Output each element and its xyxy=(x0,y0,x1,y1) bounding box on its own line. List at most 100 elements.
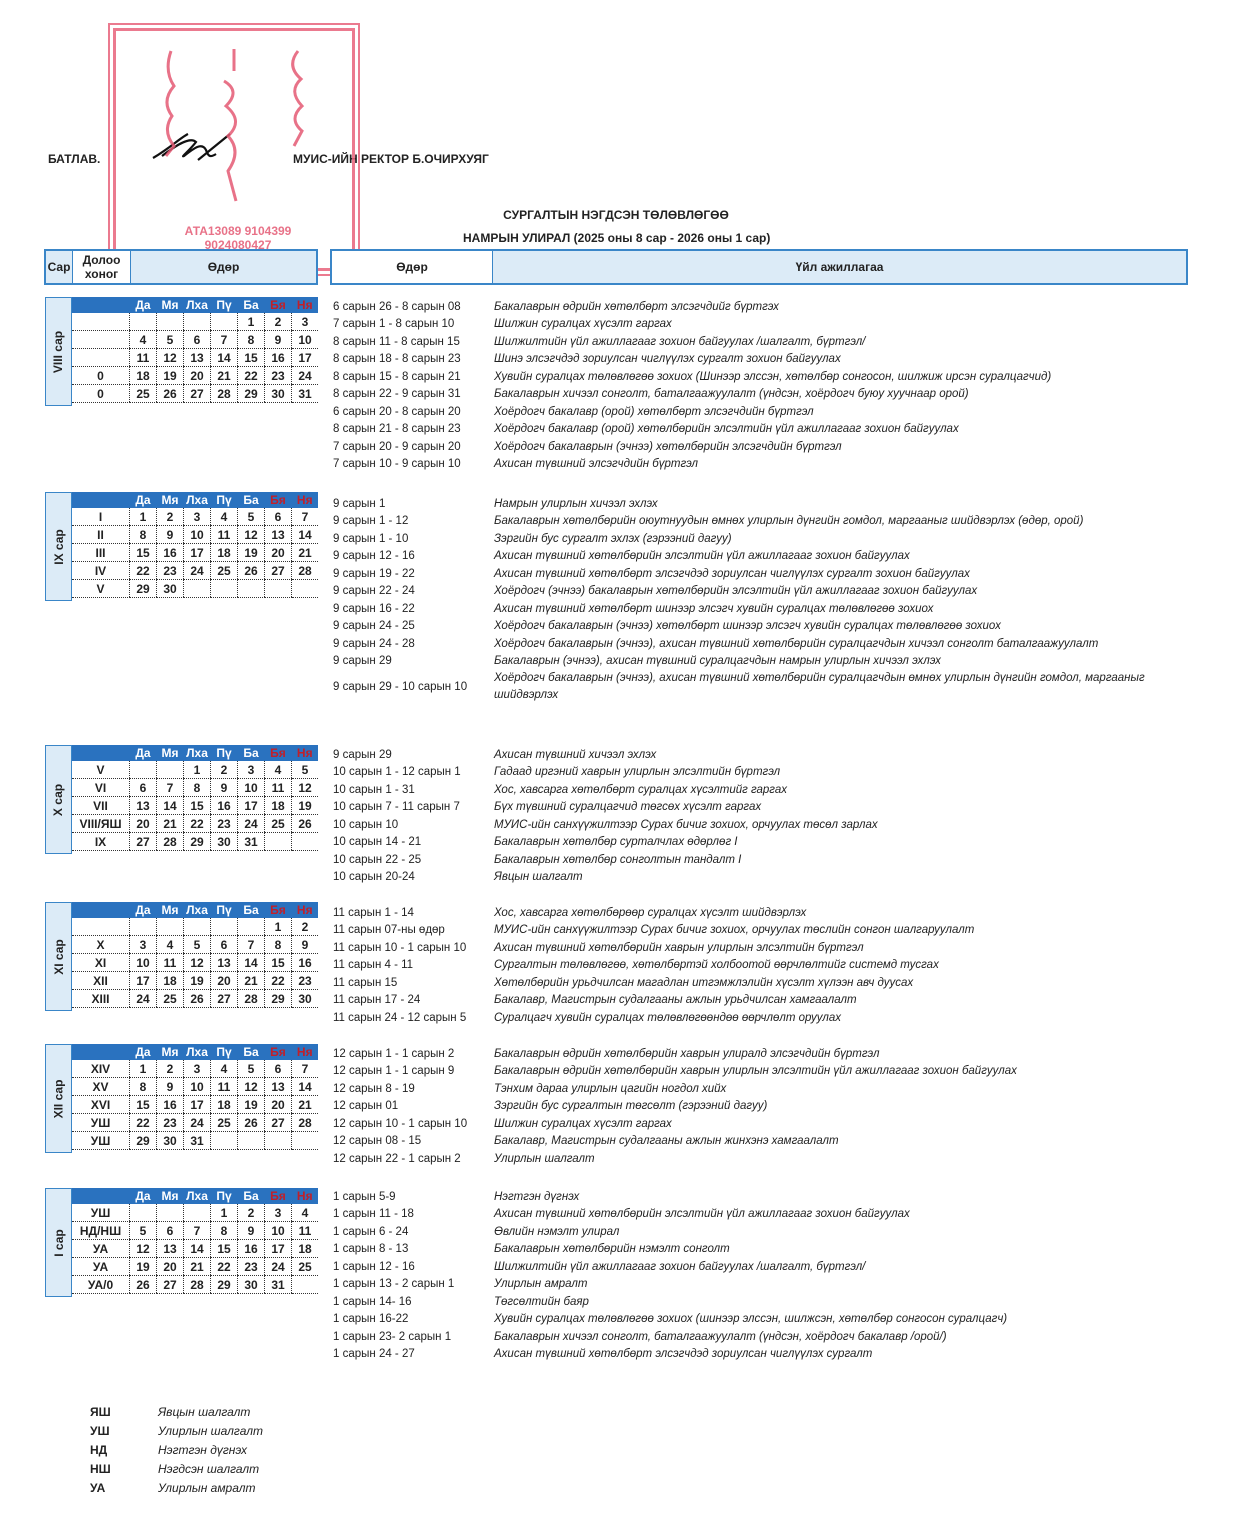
activity-text: МУИС-ийн санхүүжилтээр Сурах бичиг зохио… xyxy=(494,818,878,831)
activity-date: 11 сарын 24 - 12 сарын 5 xyxy=(333,1011,467,1024)
activity-list: 6 сарын 26 - 8 сарын 08 Бакалаврын өдрийн… xyxy=(333,298,1051,473)
day-cell: 28 xyxy=(156,832,184,851)
activity-row: 8 сарын 18 - 8 сарын 23 Шинэ элсэгчдэд зо… xyxy=(333,351,1051,369)
activity-text: Хөтөлбөрийн урьдчилсан магадлан итгэмжлэ… xyxy=(494,976,914,989)
weekday-header-row: Да Мя Лха Пү Ба Бя Ня xyxy=(72,902,318,918)
day-cell: 13 xyxy=(156,1239,184,1258)
activity-date: 11 сарын 17 - 24 xyxy=(333,994,421,1007)
day-cell: 10 xyxy=(264,1221,292,1240)
weekday-header: Да xyxy=(129,1044,157,1060)
activity-date: 8 сарын 21 - 8 сарын 23 xyxy=(333,423,461,436)
calendar-grid: Да Мя Лха Пү Ба Бя Ня XIV 1 2 3 4 5 6 7 XV 8 9 10 11 12 13 14 X… xyxy=(72,1044,318,1150)
day-cell xyxy=(156,1204,184,1222)
activity-row: 12 сарын 8 - 19 Тэнхим дараа улирлын цаги… xyxy=(333,1080,1017,1098)
day-cell: 3 xyxy=(129,935,157,954)
activity-row: 12 сарын 10 - 1 сарын 10 Шилжин суралцах … xyxy=(333,1115,1017,1133)
legend-desc: Нэгдсэн шалгалт xyxy=(158,1461,260,1476)
day-cell: 11 xyxy=(264,778,292,797)
activity-list: 11 сарын 1 - 14 Хос, хавсарга хөтөлбөрөөр… xyxy=(333,904,974,1027)
activity-row: 6 сарын 20 - 8 сарын 20 Хоёрдогч бакалавр… xyxy=(333,403,1051,421)
approval-label: БАТЛАВ. xyxy=(48,152,101,166)
document-title: СУРГАЛТЫН НЭГДСЭН ТӨЛӨВЛӨГӨӨ xyxy=(503,208,729,222)
day-cell: 29 xyxy=(129,1131,157,1150)
activity-text: Бакалаврын өдрийн хөтөлбөрийн хаврын ули… xyxy=(494,1065,1017,1078)
activity-text: Бүх түвшний суралцагчид төгсөх хүсэлт га… xyxy=(494,801,762,814)
legend-abbr: УШ xyxy=(90,1423,110,1438)
day-cell: 11 xyxy=(210,525,238,544)
day-cell: 24 xyxy=(237,814,265,833)
week-row: 0 25 26 27 28 29 30 31 xyxy=(72,384,318,403)
day-cell: 27 xyxy=(129,832,157,851)
weekday-header: Мя xyxy=(156,902,184,918)
activity-row: 9 сарын 1 - 10 Зэргийн бус сургалт эхлэх … xyxy=(333,530,1154,548)
calendar-grid: Да Мя Лха Пү Ба Бя Ня 1 2 X 3 4 5 6 7 8 9 XI 10 11 12 13 14 15 1… xyxy=(72,902,318,1008)
day-cell: 25 xyxy=(210,561,238,580)
activity-text: Ахисан түвшний хөтөлбөрт элсэгчдэд зориу… xyxy=(494,1348,873,1361)
day-cell: 27 xyxy=(264,1113,292,1132)
weekday-header: Да xyxy=(129,297,157,313)
day-cell: 25 xyxy=(129,384,157,403)
day-cell: 23 xyxy=(156,1113,184,1132)
activity-text: Ахисан түвшний хөтөлбөрийн элсэлтийн үйл… xyxy=(494,1208,910,1221)
week-row: V 29 30 xyxy=(72,579,318,598)
activity-text: Нэгтгэн дүгнэх xyxy=(494,1190,580,1203)
day-cell: 8 xyxy=(237,330,265,349)
week-row: XI 10 11 12 13 14 15 16 xyxy=(72,953,318,972)
activity-row: 12 сарын 22 - 1 сарын 2 Улирлын шалгалт xyxy=(333,1150,1017,1168)
day-cell: 12 xyxy=(156,348,184,367)
day-cell: 30 xyxy=(291,989,318,1008)
day-cell: 21 xyxy=(156,814,184,833)
day-cell: 12 xyxy=(183,953,211,972)
week-row: XVI 15 16 17 18 19 20 21 xyxy=(72,1095,318,1114)
activity-text: Хоёрдогч бакалаврын (эчнээ) хөтөлбөрийн … xyxy=(494,440,842,453)
day-cell: 14 xyxy=(183,1239,211,1258)
weekday-header: Ня xyxy=(291,1044,318,1060)
activity-row: 12 сарын 1 - 1 сарын 9 Бакалаврын өдрийн … xyxy=(333,1063,1017,1081)
month-label: I сар xyxy=(45,1188,72,1297)
header-week: Долоо хоног xyxy=(73,251,131,283)
legend-item: НШ Нэгдсэн шалгалт xyxy=(90,1459,263,1478)
day-cell: 28 xyxy=(210,384,238,403)
week-row: 0 18 19 20 21 22 23 24 xyxy=(72,366,318,385)
day-cell: 16 xyxy=(156,543,184,562)
day-cell: 8 xyxy=(129,525,157,544)
day-cell: 6 xyxy=(129,778,157,797)
day-cell: 1 xyxy=(264,918,292,936)
day-cell: 14 xyxy=(237,953,265,972)
legend-item: ЯШ Явцын шалгалт xyxy=(90,1402,263,1421)
weekday-header: Да xyxy=(129,902,157,918)
day-cell: 20 xyxy=(264,543,292,562)
day-cell: 16 xyxy=(264,348,292,367)
legend-desc: Явцын шалгалт xyxy=(158,1404,251,1419)
calendar-grid: Да Мя Лха Пү Ба Бя Ня 1 2 3 4 5 6 7 8 9 10 11 12 13 14 15 16 17… xyxy=(72,297,318,403)
week-number: VIII/ЯШ xyxy=(72,814,130,833)
day-cell: 19 xyxy=(237,1095,265,1114)
activity-row: 8 сарын 21 - 8 сарын 23 Хоёрдогч бакалавр… xyxy=(333,421,1051,439)
month-label-text: XI сар xyxy=(51,938,66,975)
activity-text: Зэргийн бус сургалт эхлэх (гэрээний дагу… xyxy=(494,532,732,545)
activity-row: 10 сарын 7 - 11 сарын 7 Бүх түвшний сурал… xyxy=(333,799,878,817)
week-number xyxy=(72,330,130,349)
activity-date: 9 сарын 24 - 25 xyxy=(333,620,415,633)
day-cell: 12 xyxy=(291,778,318,797)
day-cell: 4 xyxy=(264,761,292,779)
day-cell: 22 xyxy=(129,561,157,580)
weekday-header: Ба xyxy=(237,902,265,918)
day-cell: 8 xyxy=(264,935,292,954)
day-cell: 9 xyxy=(291,935,318,954)
day-cell: 1 xyxy=(210,1204,238,1222)
header-month: Сар xyxy=(46,251,73,283)
weekday-header-row: Да Мя Лха Пү Ба Бя Ня xyxy=(72,1044,318,1060)
day-cell xyxy=(183,1204,211,1222)
weekday-header: Бя xyxy=(264,297,292,313)
week-row: XIV 1 2 3 4 5 6 7 xyxy=(72,1060,318,1078)
day-cell: 15 xyxy=(237,348,265,367)
activity-text: Сургалтын төлөвлөгөө, хөтөлбөртэй холбоо… xyxy=(494,959,939,972)
weekday-header-row: Да Мя Лха Пү Ба Бя Ня xyxy=(72,1188,318,1204)
weekday-header: Да xyxy=(129,1188,157,1204)
mongolian-script-icon xyxy=(164,49,305,202)
day-cell: 4 xyxy=(210,508,238,526)
day-cell: 27 xyxy=(183,384,211,403)
activity-date: 12 сарын 08 - 15 xyxy=(333,1135,422,1148)
month-label: XII сар xyxy=(45,1044,72,1153)
